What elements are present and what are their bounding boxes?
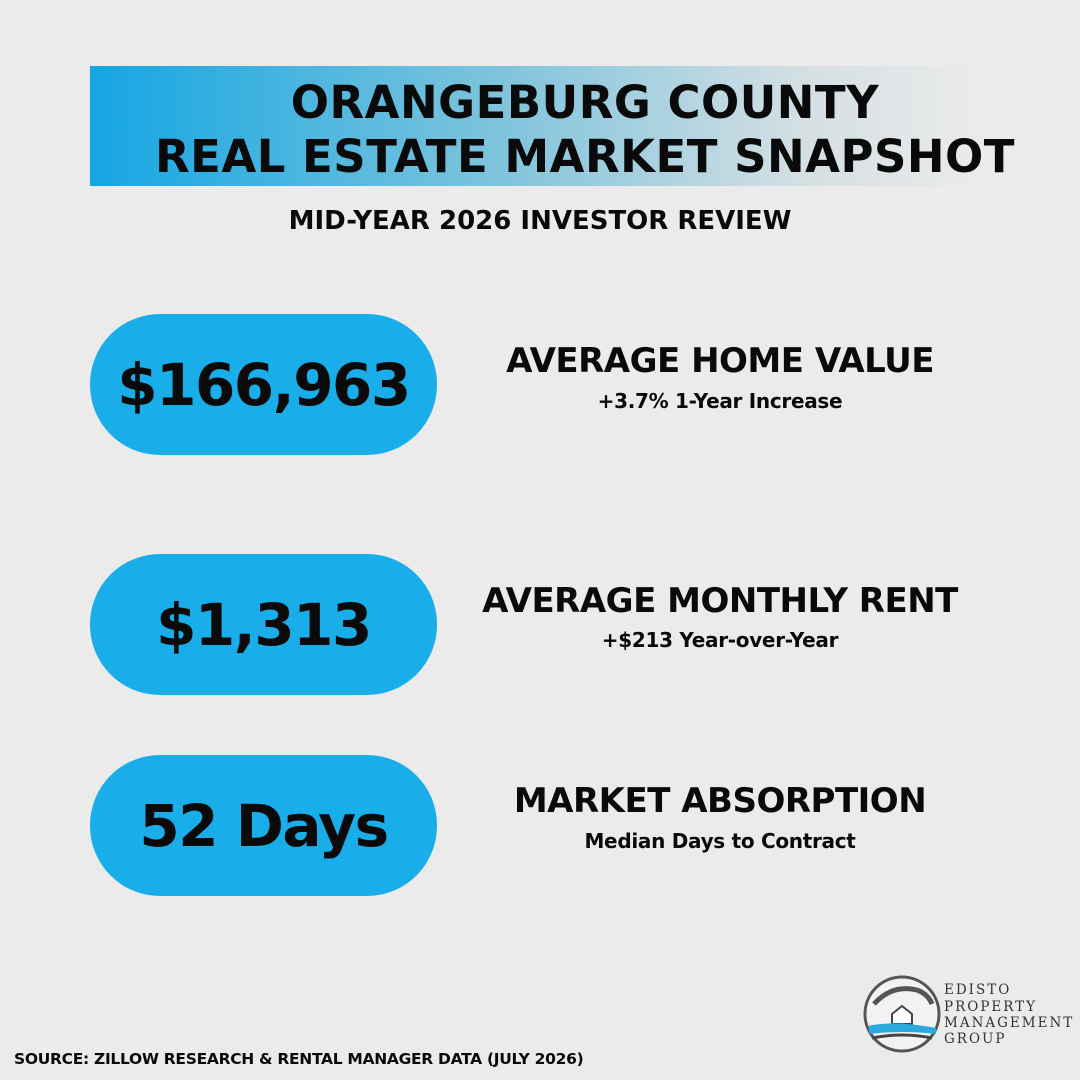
subtitle: MID-YEAR 2026 INVESTOR REVIEW bbox=[288, 206, 792, 236]
source-note: SOURCE: ZILLOW RESEARCH & RENTAL MANAGER… bbox=[14, 1050, 584, 1068]
title-line: REAL ESTATE MARKET SNAPSHOT bbox=[155, 130, 1015, 183]
stat-value: 52 Days bbox=[90, 755, 437, 896]
logo-text: EDISTO bbox=[944, 982, 1012, 998]
stat-label: AVERAGE MONTHLY RENT bbox=[482, 581, 958, 621]
logo-text: PROPERTY bbox=[944, 999, 1038, 1015]
title-banner bbox=[90, 66, 980, 186]
stat-detail: +$213 Year-over-Year bbox=[601, 628, 839, 652]
logo-text: GROUP bbox=[944, 1031, 1007, 1047]
stat-label: AVERAGE HOME VALUE bbox=[506, 341, 934, 381]
logo-icon bbox=[863, 975, 941, 1053]
stat-label: MARKET ABSORPTION bbox=[513, 781, 927, 821]
logo-text: MANAGEMENT bbox=[944, 1015, 1075, 1031]
stat-detail: Median Days to Contract bbox=[584, 829, 856, 853]
stat-value: $1,313 bbox=[90, 554, 437, 695]
title-line: ORANGEBURG COUNTY bbox=[290, 76, 880, 129]
stat-value: $166,963 bbox=[90, 314, 437, 455]
stat-detail: +3.7% 1-Year Increase bbox=[597, 389, 843, 413]
